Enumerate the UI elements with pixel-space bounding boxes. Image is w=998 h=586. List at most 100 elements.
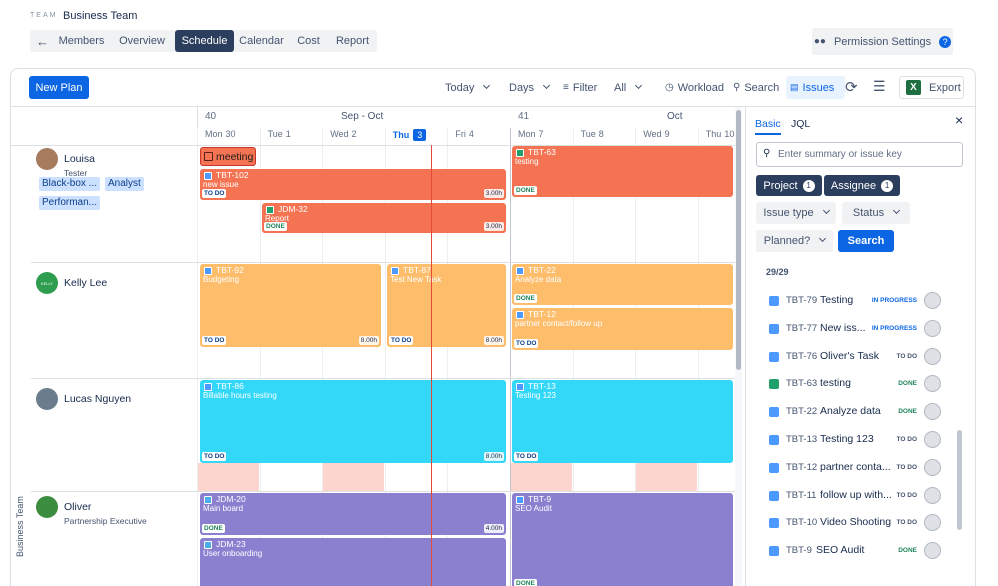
issue-status: TO DO [896, 519, 917, 527]
event-card[interactable]: TBT-12 partner contact/follow up TO DO [512, 308, 733, 350]
day-label: Wed 2 [330, 129, 356, 139]
issue-row[interactable]: TBT-77 New iss... IN PROGRESS [765, 319, 945, 337]
issues-button[interactable]: ▤ Issues [786, 76, 845, 99]
tab[interactable]: Calendar [239, 35, 284, 47]
unavailable-cell [323, 463, 385, 491]
day-name: Thu [705, 129, 722, 139]
back-button[interactable]: ← [36, 34, 49, 49]
tab[interactable]: Overview [119, 35, 165, 47]
issue-title: Analyze data [515, 275, 562, 284]
event-title: meeting [216, 151, 254, 163]
issue-title: Testing 123 [515, 391, 556, 400]
issue-icon [769, 462, 779, 473]
issue-row[interactable]: TBT-12 partner conta... TO DO [765, 458, 945, 476]
issue-icon [769, 351, 779, 362]
event-card[interactable]: TBT-13 Testing 123 TO DO [512, 380, 733, 463]
calendar-icon [204, 152, 213, 161]
day-divider [697, 128, 699, 586]
issue-key: TBT-10 [786, 517, 818, 529]
issue-title: testing [515, 157, 539, 166]
resource-role: Partnership Executive [64, 516, 147, 526]
event-card[interactable]: meeting [200, 147, 256, 166]
row-divider [31, 262, 735, 263]
search-button[interactable]: ⚲ Search [733, 76, 789, 99]
week-label: Sep - Oct [341, 111, 384, 122]
event-card[interactable]: TBT-92 Budgeting TO DO 8.00h [200, 264, 381, 347]
assignee-filter[interactable]: Assignee 1 [824, 175, 900, 196]
issue_type-label: Issue type [763, 207, 828, 219]
tab[interactable]: Cost [297, 35, 320, 47]
event-card[interactable]: TBT-86 Billable hours testing TO DO 8.00h [200, 380, 506, 463]
event-card[interactable]: JDM-23 User onboarding [200, 538, 506, 586]
issue-row[interactable]: TBT-63 testing DONE [765, 375, 945, 393]
event-card[interactable]: TBT-87 Test New Task TO DO 8.00h [387, 264, 506, 347]
status-filter[interactable]: Status [842, 202, 910, 224]
hours-badge: 4.00h [483, 524, 504, 533]
export-label: Export [929, 81, 961, 94]
issue-key: TBT-87 [403, 265, 431, 275]
issue-title: Testing 123 [820, 433, 874, 445]
issue-key: TBT-12 [786, 461, 818, 473]
issue-key: TBT-9 [786, 545, 812, 557]
day-label: Thu 3 [393, 129, 427, 141]
event-card[interactable]: TBT-63 testing DONE [512, 146, 733, 197]
today-label: Today [445, 82, 489, 94]
filter-label: Filter [572, 81, 598, 94]
event-card[interactable]: TBT-102 new issue TO DO 3.00h [200, 169, 506, 200]
sidebar-tab[interactable]: JQL [791, 118, 811, 130]
permission-settings[interactable]: ●● Permission Settings ? [812, 28, 953, 55]
tab[interactable]: Members [58, 35, 105, 47]
issue-row[interactable]: TBT-13 Testing 123 TO DO [765, 431, 945, 448]
issue-icon [204, 267, 212, 275]
issue-row[interactable]: TBT-9 SEO Audit DONE [765, 542, 945, 560]
today-button[interactable]: Today [445, 76, 503, 99]
day-date: 2 [351, 129, 357, 139]
avatar-label: KELLY [40, 280, 54, 286]
issue-row[interactable]: TBT-10 Video Shooting TO DO [765, 514, 945, 532]
event-card[interactable]: JDM-20 Main board DONE 4.00h [200, 493, 506, 535]
issue-key: TBT-63 [528, 147, 556, 157]
issue-row[interactable]: TBT-76 Oliver's Task TO DO [765, 347, 945, 365]
workload-button[interactable]: ◷ Workload [665, 76, 735, 99]
issue-icon [769, 546, 779, 557]
issue-key: JDM-23 [216, 539, 246, 549]
close-button[interactable]: × [955, 112, 964, 128]
issue-title: Analyze data [820, 405, 881, 418]
list-scroll-thumb [957, 430, 962, 530]
tab[interactable]: Schedule [175, 30, 234, 52]
new-plan-button[interactable]: New Plan [29, 76, 89, 99]
status-badge: DONE [264, 222, 287, 231]
sidebar-divider [745, 107, 746, 586]
event-card[interactable]: TBT-22 Analyze data DONE [512, 264, 733, 305]
export-button[interactable]: X Export [899, 76, 964, 99]
issue-icon [266, 206, 274, 214]
team-name: Business Team [63, 10, 138, 22]
excel-icon: X [906, 80, 921, 95]
day-name: Thu [392, 130, 410, 140]
issues-label: Issues [802, 81, 835, 94]
resource-name: Oliver [64, 501, 92, 513]
issue-row[interactable]: TBT-22 Analyze data DONE [765, 403, 945, 421]
day-label: Thu 10 [706, 129, 735, 139]
issue-title: SEO Audit [515, 504, 552, 513]
day-date: 1 [285, 129, 291, 139]
days-button[interactable]: Days [509, 76, 557, 99]
event-card[interactable]: JDM-32 Report DONE 3.00h [262, 203, 506, 233]
issue-row[interactable]: TBT-11 follow up with... TO DO [765, 486, 945, 504]
sidebar-search-button[interactable]: Search [838, 230, 894, 252]
day-name: Wed [643, 129, 662, 139]
all-button[interactable]: All [614, 76, 654, 99]
issue-icon [204, 496, 212, 504]
planned-filter[interactable]: Planned? [756, 230, 833, 252]
project-filter[interactable]: Project 1 [756, 175, 822, 196]
event-card[interactable]: TBT-9 SEO Audit DONE [512, 493, 733, 586]
settings-icon[interactable]: ☰ [873, 78, 886, 94]
tab[interactable]: Report [335, 35, 370, 47]
issue-row[interactable]: TBT-79 Testing IN PROGRESS [765, 292, 945, 309]
issue_type-filter[interactable]: Issue type [756, 202, 836, 224]
refresh-icon[interactable]: ⟳ [845, 79, 858, 96]
search-input[interactable]: ⚲ Enter summary or issue key [756, 142, 963, 167]
sidebar-tab[interactable]: Basic [755, 118, 781, 135]
filter-button[interactable]: ≡ Filter [563, 76, 611, 99]
